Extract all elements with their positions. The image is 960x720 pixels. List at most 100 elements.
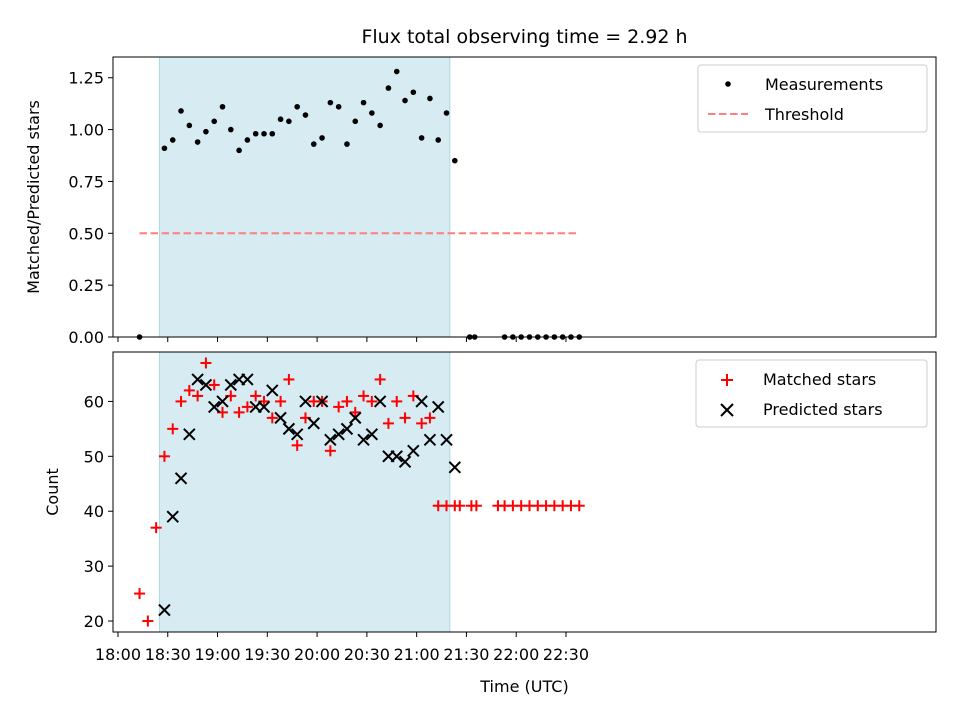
bottom-legend: Matched stars Predicted stars — [695, 359, 928, 428]
legend-matched-marker — [721, 374, 733, 386]
x-tick-label: 18:00 — [95, 645, 141, 664]
predicted-star-marker — [423, 433, 437, 447]
predicted-star-marker — [390, 450, 403, 463]
legend-predicted-label: Predicted stars — [763, 400, 883, 419]
predicted-star-marker — [257, 400, 271, 414]
measurement-point — [352, 118, 359, 125]
predicted-star-marker — [340, 422, 354, 436]
predicted-star-marker — [332, 428, 345, 441]
matched-star-marker — [374, 373, 386, 385]
measurement-point — [310, 141, 317, 147]
measurement-point — [452, 157, 458, 164]
top-panel: 0.00 0.25 0.50 0.75 1.00 1.25 Flux total obse… — [24, 26, 937, 347]
measurement-point — [369, 110, 375, 116]
matched-star-marker — [324, 445, 336, 457]
matched-star-marker — [158, 450, 170, 462]
matched-star-marker — [382, 417, 394, 429]
measurement-point — [377, 122, 383, 129]
matched-star-marker — [134, 588, 146, 600]
matched-star-marker — [200, 357, 212, 369]
predicted-star-marker — [191, 373, 204, 386]
measurement-point — [410, 89, 417, 96]
top-legend-box — [697, 64, 928, 133]
matched-star-marker — [399, 412, 411, 424]
matched-star-marker — [358, 390, 370, 402]
measurement-point — [194, 139, 201, 145]
x-tick-label: 19:30 — [244, 645, 290, 664]
measurement-point — [286, 118, 292, 125]
matched-star-marker — [573, 500, 585, 512]
x-tick-label: 22:30 — [543, 645, 589, 664]
predicted-star-marker — [224, 378, 238, 392]
measurement-point — [435, 137, 442, 143]
top-y-ticks: 0.00 0.25 0.50 0.75 1.00 1.25 — [68, 69, 113, 347]
legend-predicted-marker — [720, 403, 734, 417]
measurement-point — [186, 122, 193, 129]
predicted-star-marker — [448, 461, 462, 474]
top-y-tick-label: 0.00 — [68, 328, 104, 347]
predicted-star-marker — [315, 395, 329, 408]
measurement-point — [344, 141, 350, 147]
matched-star-marker — [341, 395, 353, 407]
predicted-star-marker — [373, 395, 387, 408]
predicted-star-marker — [183, 428, 196, 441]
measurement-point — [178, 108, 184, 114]
predicted-star-marker — [349, 411, 362, 425]
predicted-star-marker — [290, 428, 304, 441]
matched-star-marker — [454, 500, 466, 512]
matched-star-marker — [275, 395, 287, 407]
measurement-point — [319, 135, 325, 141]
predicted-star-marker — [166, 510, 179, 523]
measurement-point — [203, 128, 209, 135]
predicted-star-marker — [407, 444, 420, 458]
measurement-point — [327, 99, 334, 106]
top-y-tick-label: 0.75 — [68, 172, 104, 191]
measurement-point — [427, 95, 433, 102]
predicted-star-marker — [174, 472, 188, 485]
matched-star-marker — [291, 439, 303, 451]
bottom-x-ticks: 18:00 18:30 19:00 19:30 20:00 20:30 21:00 21:30… — [95, 632, 589, 664]
legend-matched-label: Matched stars — [763, 370, 876, 389]
predicted-star-marker — [274, 411, 287, 425]
matched-star-marker — [175, 395, 187, 407]
predicted-star-marker — [307, 417, 320, 430]
measurement-point — [261, 130, 267, 137]
matched-star-marker — [192, 390, 204, 402]
matched-star-marker — [266, 412, 278, 424]
x-tick-label: 21:30 — [443, 645, 489, 664]
measurement-point — [228, 126, 234, 133]
predicted-star-marker — [158, 603, 171, 617]
matched-star-marker — [150, 522, 162, 534]
measurement-point — [360, 99, 367, 106]
measurement-point — [161, 145, 168, 152]
predicted-star-marker — [266, 384, 279, 397]
x-tick-label: 22:00 — [493, 645, 539, 664]
measurement-point — [169, 137, 176, 143]
matched-star-marker — [470, 500, 482, 512]
predicted-star-marker — [216, 395, 229, 408]
matched-star-marker — [241, 401, 253, 413]
predicted-star-markers — [158, 373, 462, 617]
x-tick-label: 20:00 — [294, 645, 340, 664]
x-tick-label: 18:30 — [145, 645, 191, 664]
predicted-star-marker — [324, 433, 337, 447]
matched-star-marker — [250, 390, 262, 402]
predicted-star-marker — [357, 433, 370, 447]
measurement-point — [244, 137, 251, 143]
predicted-star-marker — [432, 400, 445, 414]
measurement-point — [418, 135, 425, 141]
top-axes-frame — [112, 56, 937, 338]
matched-star-marker — [142, 615, 154, 627]
measurement-point — [402, 97, 408, 104]
measurement-point — [252, 130, 259, 137]
chart-title: Flux total observing time = 2.92 h — [361, 26, 687, 48]
measurement-point — [211, 118, 218, 125]
measurement-point — [302, 112, 309, 118]
matched-star-marker — [424, 412, 436, 424]
measurement-point — [385, 85, 392, 91]
bottom-panel: 20 30 40 50 60 18:00 18:30 19:00 19:30 20:00 20:3… — [43, 351, 937, 696]
predicted-star-marker — [299, 395, 312, 408]
measurement-point — [294, 103, 300, 110]
x-tick-label: 21:00 — [394, 645, 440, 664]
